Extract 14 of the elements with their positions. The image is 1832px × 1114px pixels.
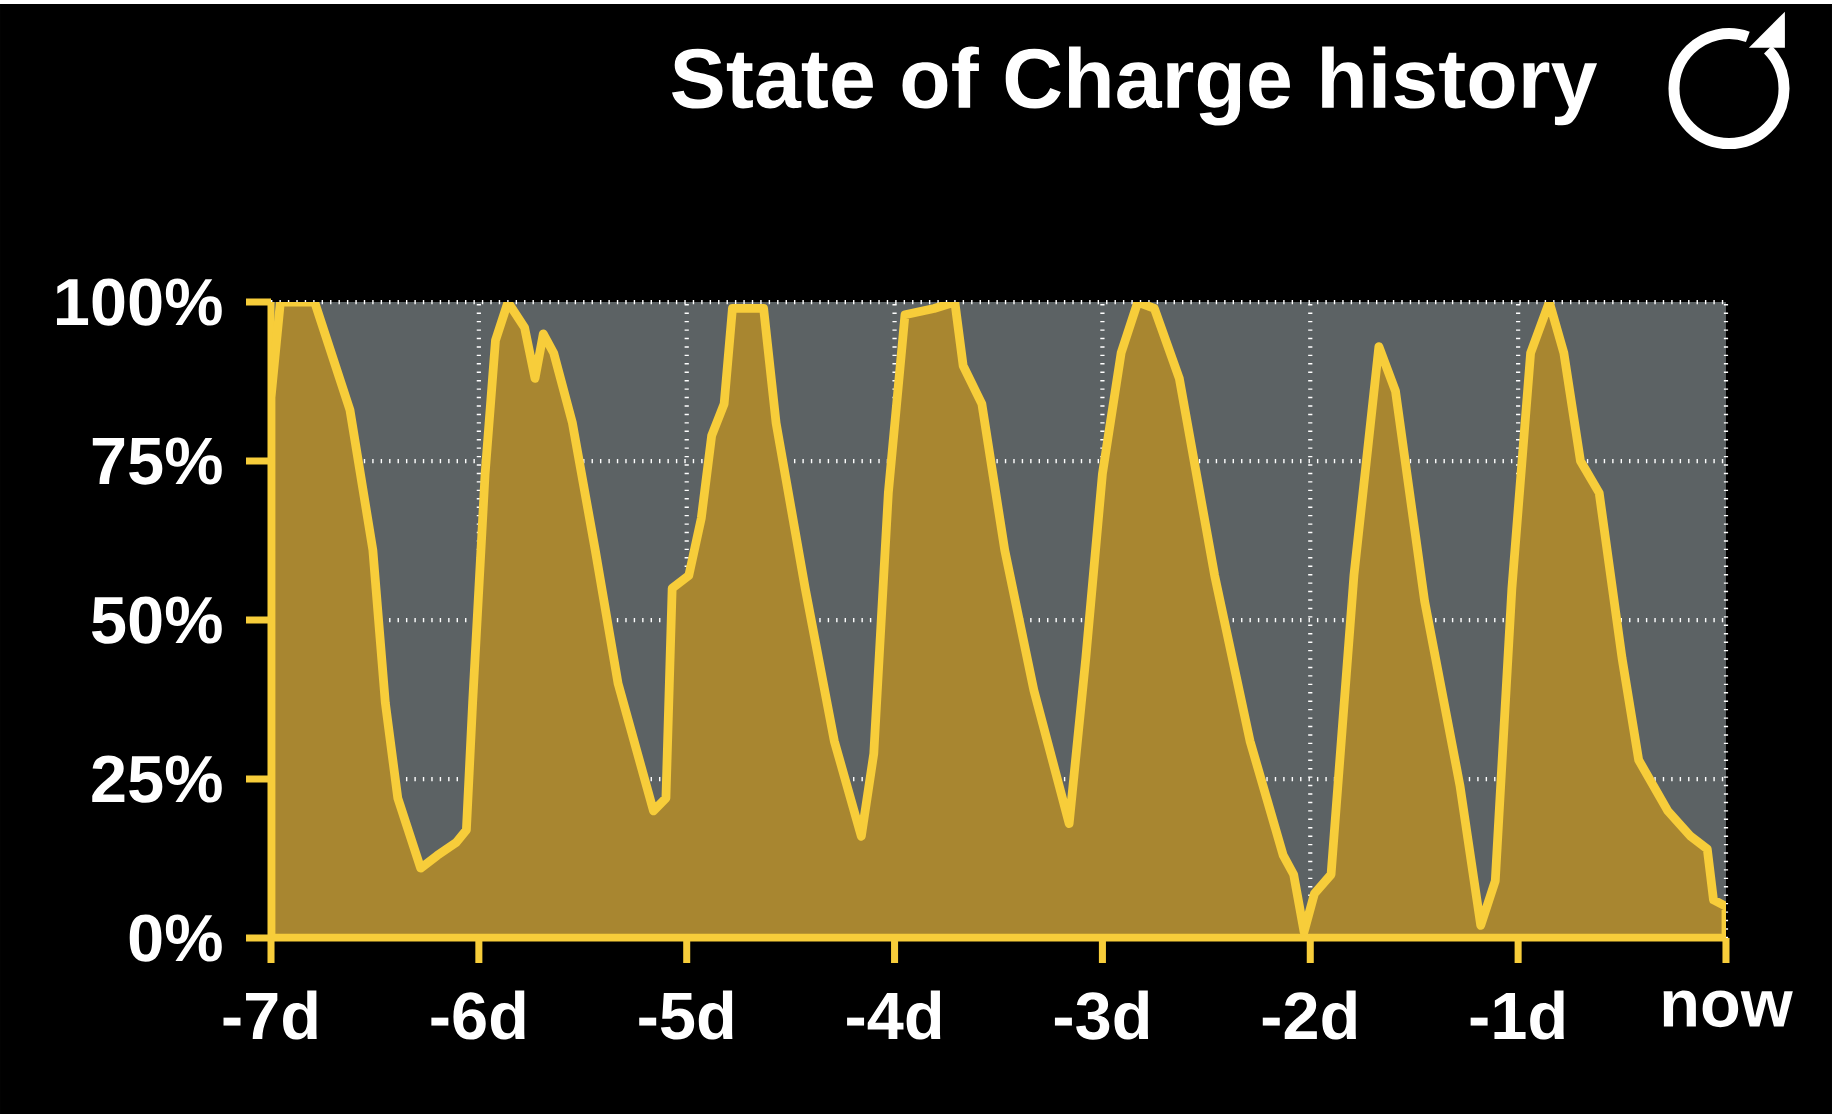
x-tick-label: -2d [1262, 990, 1356, 1040]
y-tick-label: 75% [92, 437, 222, 485]
x-tick-label: -6d [431, 990, 525, 1040]
y-tick-label: 25% [92, 755, 222, 803]
x-tick-label: now [1663, 990, 1793, 1028]
x-tick-label: -1d [1470, 990, 1564, 1040]
x-tick-label: -5d [639, 990, 733, 1040]
x-tick-label: -3d [1054, 990, 1149, 1040]
y-tick-label: 100% [56, 278, 222, 326]
y-tick-label: 0% [129, 914, 222, 962]
x-tick-label: -7d [223, 990, 317, 1040]
chart-title: State of Charge history [672, 46, 1598, 126]
x-tick-label: -4d [847, 990, 941, 1040]
y-tick-label: 50% [91, 596, 222, 644]
